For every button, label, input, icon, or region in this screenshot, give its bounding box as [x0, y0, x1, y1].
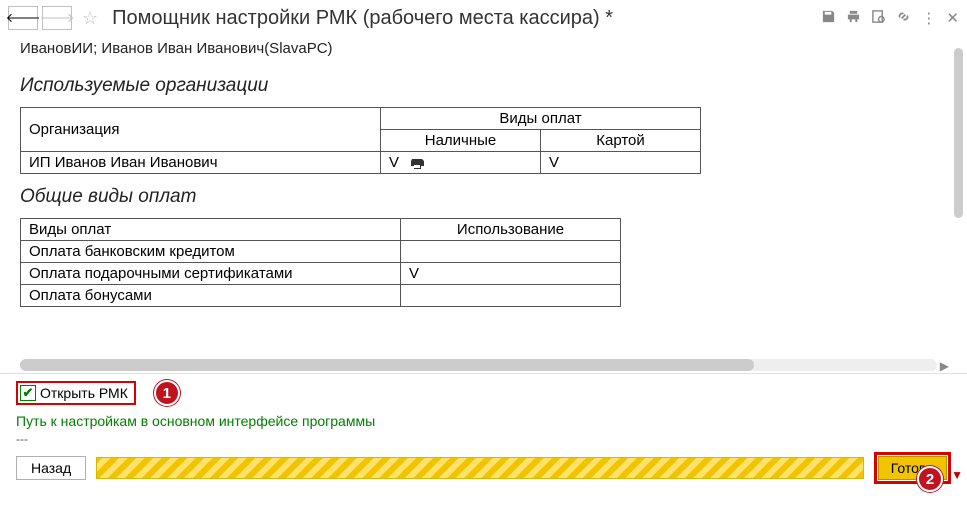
page-title: Помощник настройки РМК (рабочего места к…: [108, 7, 817, 30]
content-area: ИвановИИ; Иванов Иван Иванович(SlavaPC) …: [0, 36, 967, 374]
save-icon[interactable]: [821, 9, 836, 28]
cell-card: V: [541, 152, 701, 174]
progress-bar: [96, 457, 864, 479]
back-button[interactable]: Назад: [16, 456, 86, 480]
printer-icon: [409, 156, 427, 170]
vertical-scrollbar[interactable]: [954, 38, 963, 358]
common-table: Виды оплат Использование Оплата банковск…: [20, 218, 621, 307]
more-icon[interactable]: ⋮: [921, 9, 936, 27]
close-icon[interactable]: ✕: [946, 9, 959, 27]
common-table-row[interactable]: Оплата банковским кредитом: [21, 241, 621, 263]
user-line: ИвановИИ; Иванов Иван Иванович(SlavaPC): [20, 36, 947, 67]
hscroll-thumb[interactable]: [20, 359, 754, 371]
orgs-table: Организация Виды оплат Наличные Картой И…: [20, 107, 701, 174]
common-section-title: Общие виды оплат: [20, 178, 947, 218]
print-icon[interactable]: [846, 9, 861, 28]
orgs-table-row[interactable]: ИП Иванов Иван Иванович V V: [21, 152, 701, 174]
cell-org: ИП Иванов Иван Иванович: [21, 152, 381, 174]
annotation-badge-1: 1: [154, 380, 180, 406]
dash: ---: [16, 430, 951, 446]
cell-cash: V: [381, 152, 541, 174]
col-paytypes: Виды оплат: [381, 108, 701, 130]
cell-type: Оплата банковским кредитом: [21, 241, 401, 263]
settings-path-link[interactable]: Путь к настройкам в основном интерфейсе …: [16, 406, 376, 430]
horizontal-scrollbar[interactable]: [20, 359, 937, 371]
cell-usage: [401, 285, 621, 307]
toolbar: 🡐 🡒 ☆ Помощник настройки РМК (рабочего м…: [0, 0, 967, 36]
common-table-row[interactable]: Оплата подарочными сертификатами V: [21, 263, 621, 285]
open-rmk-label: Открыть РМК: [40, 385, 128, 401]
bottom-row: Назад Готово ▼: [0, 446, 967, 490]
nav-forward-button[interactable]: 🡒: [42, 6, 72, 30]
col-type: Виды оплат: [21, 219, 401, 241]
annotation-badge-2: 2: [917, 466, 943, 492]
scroll-down-indicator: ▼: [951, 468, 963, 482]
toolbar-actions: ⋮ ✕: [821, 9, 959, 28]
cell-usage: [401, 241, 621, 263]
cell-type: Оплата подарочными сертификатами: [21, 263, 401, 285]
link-icon[interactable]: [896, 9, 911, 28]
open-rmk-checkbox[interactable]: ✔: [20, 385, 36, 401]
preview-icon[interactable]: [871, 9, 886, 28]
cell-usage: V: [401, 263, 621, 285]
cell-type: Оплата бонусами: [21, 285, 401, 307]
col-cash: Наличные: [381, 130, 541, 152]
footer: ✔ Открыть РМК 1 Путь к настройкам в осно…: [0, 374, 967, 446]
col-usage: Использование: [401, 219, 621, 241]
col-org: Организация: [21, 108, 381, 152]
nav-back-button[interactable]: 🡐: [8, 6, 38, 30]
vscroll-thumb[interactable]: [954, 48, 963, 218]
col-card: Картой: [541, 130, 701, 152]
open-rmk-wrap: ✔ Открыть РМК: [16, 381, 136, 405]
favorite-icon[interactable]: ☆: [82, 8, 98, 29]
common-table-row[interactable]: Оплата бонусами: [21, 285, 621, 307]
hscroll-arrow-right[interactable]: ▶: [940, 359, 949, 373]
orgs-section-title: Используемые организации: [20, 67, 947, 107]
